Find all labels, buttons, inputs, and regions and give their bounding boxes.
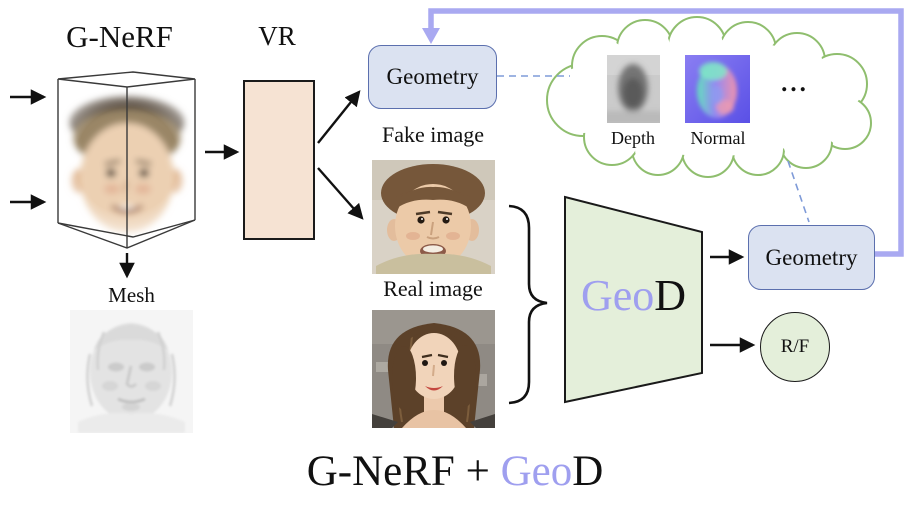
mesh-image bbox=[70, 310, 193, 433]
depth-label: Depth bbox=[611, 128, 655, 148]
geometry-feedback-arrow bbox=[422, 8, 904, 257]
mesh-label: Mesh bbox=[108, 283, 155, 307]
normal-label: Normal bbox=[690, 128, 746, 148]
geod-label-geo: Geo bbox=[580, 271, 655, 320]
fake-image-label: Fake image bbox=[381, 122, 485, 147]
caption-prefix: G-NeRF + bbox=[306, 448, 501, 495]
real-image-photo bbox=[372, 310, 495, 428]
real-fake-label: R/F bbox=[780, 336, 810, 357]
caption-geo: Geo bbox=[500, 448, 573, 495]
caption-d: D bbox=[572, 448, 604, 495]
arrow-vr-to-fake bbox=[317, 167, 364, 220]
figure-caption: G-NeRF + GeoD bbox=[0, 448, 910, 495]
nerf-volume-wireframe bbox=[57, 71, 196, 249]
real-image-label: Real image bbox=[383, 276, 483, 301]
geometry-box-top-label: Geometry bbox=[386, 64, 479, 89]
volume-renderer-label: VR bbox=[258, 21, 296, 51]
geometry-box-right: Geometry bbox=[748, 225, 875, 290]
dashed-link-cloud-geometry bbox=[787, 160, 810, 223]
geometry-box-top: Geometry bbox=[368, 45, 497, 109]
geod-label-d: D bbox=[654, 271, 687, 320]
generator-title: G-NeRF bbox=[66, 19, 173, 54]
depth-map-image bbox=[607, 55, 660, 123]
brace bbox=[508, 204, 548, 405]
arrow-vr-to-geometry bbox=[317, 90, 361, 144]
volume-renderer-block bbox=[243, 80, 315, 240]
geod-trapezoid bbox=[564, 195, 703, 404]
real-fake-output-circle: R/F bbox=[760, 312, 830, 382]
geod-discriminator-label: GeoD bbox=[565, 271, 702, 320]
fake-image-photo bbox=[372, 160, 495, 274]
geometry-box-right-label: Geometry bbox=[765, 244, 858, 270]
normal-map-image bbox=[685, 55, 750, 123]
cloud-ellipsis: ... bbox=[781, 70, 809, 97]
